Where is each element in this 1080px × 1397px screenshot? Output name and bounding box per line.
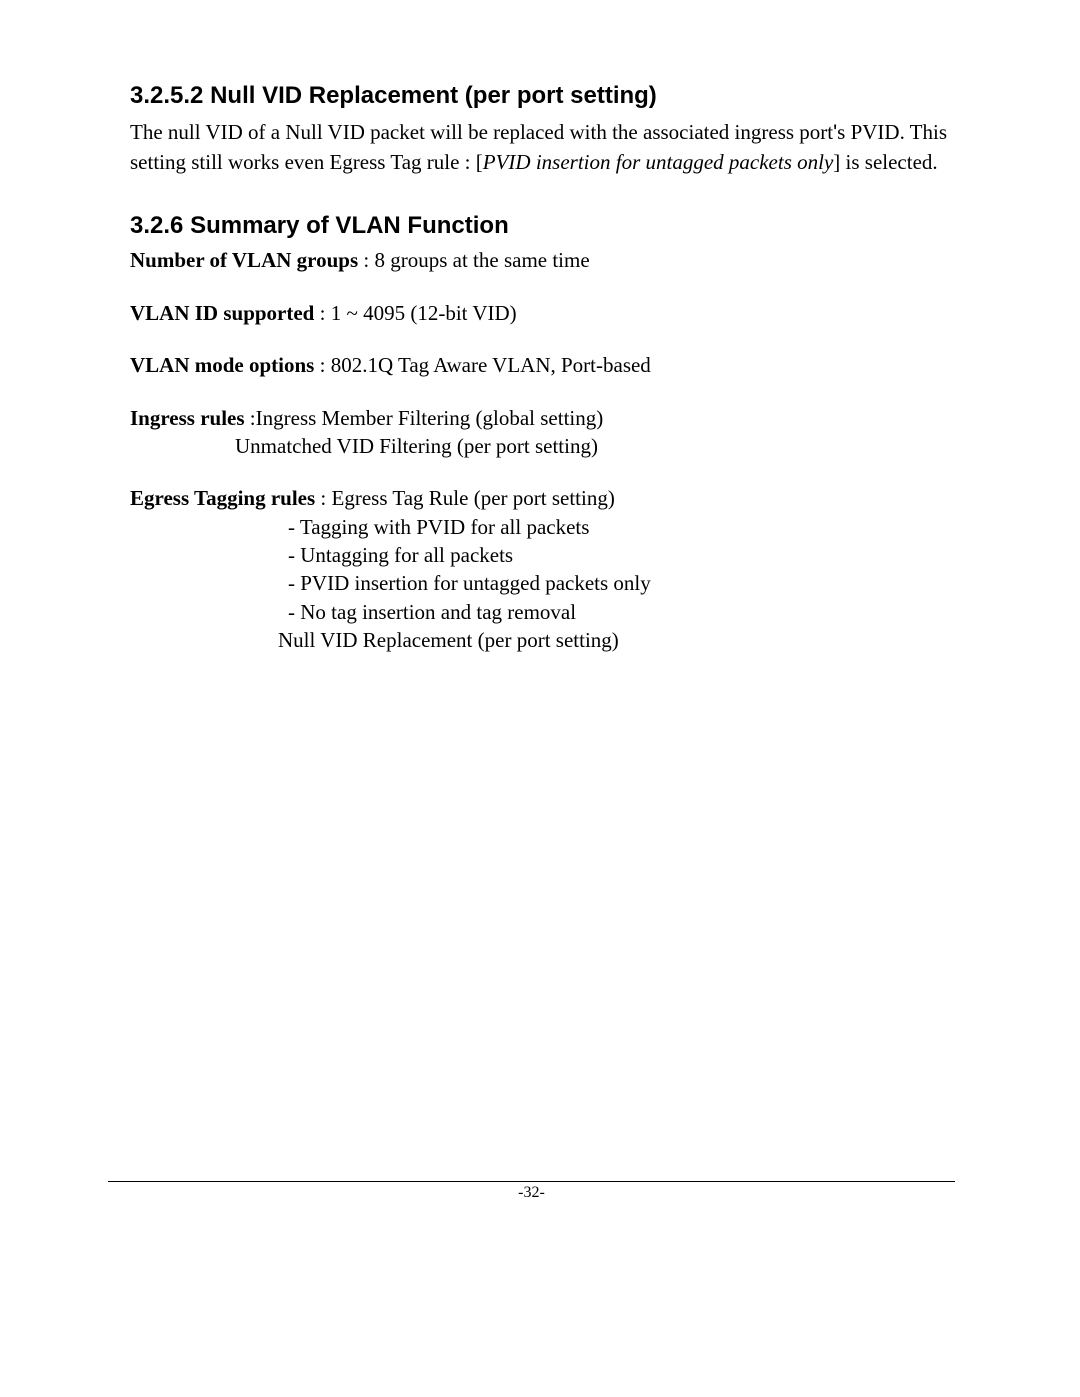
egress-sep: :	[315, 486, 331, 510]
ingress-label: Ingress rules	[130, 406, 250, 430]
vlan-mode-label: VLAN mode options	[130, 353, 314, 377]
ingress-line1: Ingress rules :Ingress Member Filtering …	[130, 404, 960, 432]
egress-last-line: Null VID Replacement (per port setting)	[130, 626, 960, 654]
heading-3-2-6: 3.2.6 Summary of VLAN Function	[130, 210, 960, 242]
egress-rules-block: Egress Tagging rules : Egress Tag Rule (…	[130, 484, 960, 654]
para-pre: The null VID of a Null VID packet will b…	[130, 120, 833, 144]
section1-paragraph: The null VID of a Null VID packet will b…	[130, 118, 960, 176]
egress-value1: Egress Tag Rule (per port setting)	[332, 486, 615, 510]
page: 3.2.5.2 Null VID Replacement (per port s…	[0, 0, 1080, 1397]
heading-number: 3.2.6	[130, 212, 183, 239]
content-area: 3.2.5.2 Null VID Replacement (per port s…	[130, 80, 960, 654]
egress-item3: - PVID insertion for untagged packets on…	[130, 569, 960, 597]
vlan-id-label: VLAN ID supported	[130, 301, 314, 325]
vlan-mode-sep: :	[314, 353, 330, 377]
vlan-mode-line: VLAN mode options : 802.1Q Tag Aware VLA…	[130, 351, 960, 379]
egress-item1: - Tagging with PVID for all packets	[130, 513, 960, 541]
ingress-line2: Unmatched VID Filtering (per port settin…	[130, 432, 960, 460]
page-footer: -32-	[108, 1181, 955, 1202]
ingress-value1: Ingress Member Filtering (global setting…	[256, 406, 604, 430]
egress-label: Egress Tagging rules	[130, 486, 315, 510]
para-post: ] is selected.	[833, 150, 937, 174]
heading-3-2-5-2: 3.2.5.2 Null VID Replacement (per port s…	[130, 80, 960, 112]
egress-line1: Egress Tagging rules : Egress Tag Rule (…	[130, 484, 960, 512]
vlan-groups-value: 8 groups at the same time	[374, 248, 589, 272]
heading-title: Null VID Replacement (per port setting)	[210, 82, 657, 109]
egress-item4: - No tag insertion and tag removal	[130, 598, 960, 626]
vlan-id-line: VLAN ID supported : 1 ~ 4095 (12-bit VID…	[130, 299, 960, 327]
para-italic: PVID insertion for untagged packets only	[483, 150, 834, 174]
egress-item2: - Untagging for all packets	[130, 541, 960, 569]
heading-number: 3.2.5.2	[130, 82, 203, 109]
vlan-groups-sep: :	[358, 248, 374, 272]
page-number: -32-	[518, 1184, 545, 1201]
ingress-value2: Unmatched VID Filtering (per port settin…	[235, 434, 598, 458]
vlan-id-sep: :	[314, 301, 330, 325]
vlan-groups-line: Number of VLAN groups : 8 groups at the …	[130, 246, 960, 274]
vlan-groups-label: Number of VLAN groups	[130, 248, 358, 272]
vlan-mode-value: 802.1Q Tag Aware VLAN, Port-based	[331, 353, 651, 377]
vlan-id-value: 1 ~ 4095 (12-bit VID)	[331, 301, 517, 325]
heading-title: Summary of VLAN Function	[190, 212, 509, 239]
ingress-rules-block: Ingress rules :Ingress Member Filtering …	[130, 404, 960, 461]
